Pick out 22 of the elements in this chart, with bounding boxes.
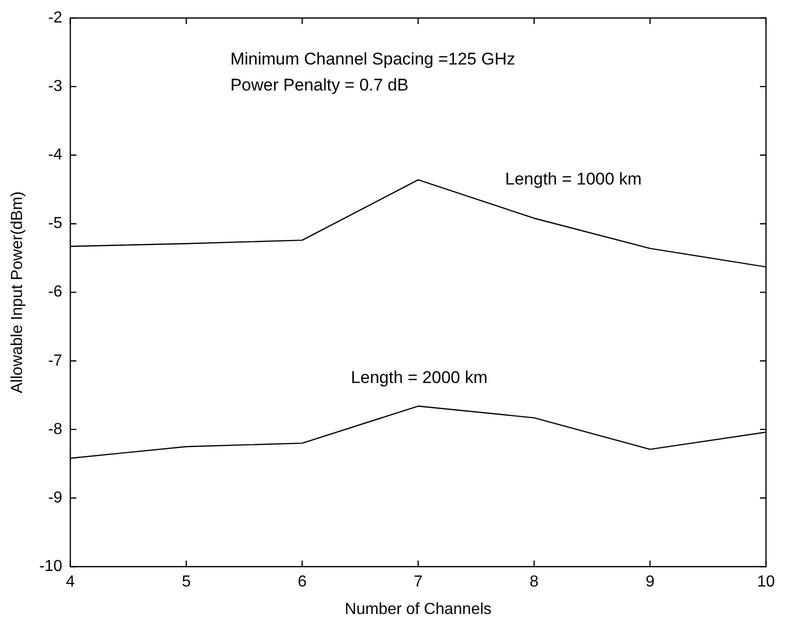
x-tick-label: 8 [530,574,539,591]
series-label: Length = 1000 km [505,170,642,189]
x-tick-label: 10 [757,574,775,591]
annotation: Minimum Channel Spacing =125 GHz [230,50,516,69]
x-tick-label: 4 [66,574,75,591]
y-tick-label: -10 [39,558,62,576]
y-axis-title: Allowable Input Power(dBm) [9,191,26,394]
x-tick-label: 5 [182,574,191,591]
y-tick-label: -8 [48,420,62,438]
y-tick-label: -6 [48,284,62,301]
y-tick-label: -5 [48,215,62,232]
series-label: Length = 2000 km [350,368,488,387]
y-tick-label: -3 [48,78,62,95]
y-tick-label: -7 [48,352,62,370]
y-tick-label: -9 [48,489,62,506]
annotation: Power Penalty = 0.7 dB [230,76,408,95]
x-tick-label: 6 [298,574,307,591]
x-tick-label: 9 [646,574,655,591]
x-tick-label: 7 [414,574,423,591]
x-axis-title: Number of Channels [344,600,492,618]
y-tick-label: -2 [48,9,62,26]
y-tick-label: -4 [48,146,62,164]
